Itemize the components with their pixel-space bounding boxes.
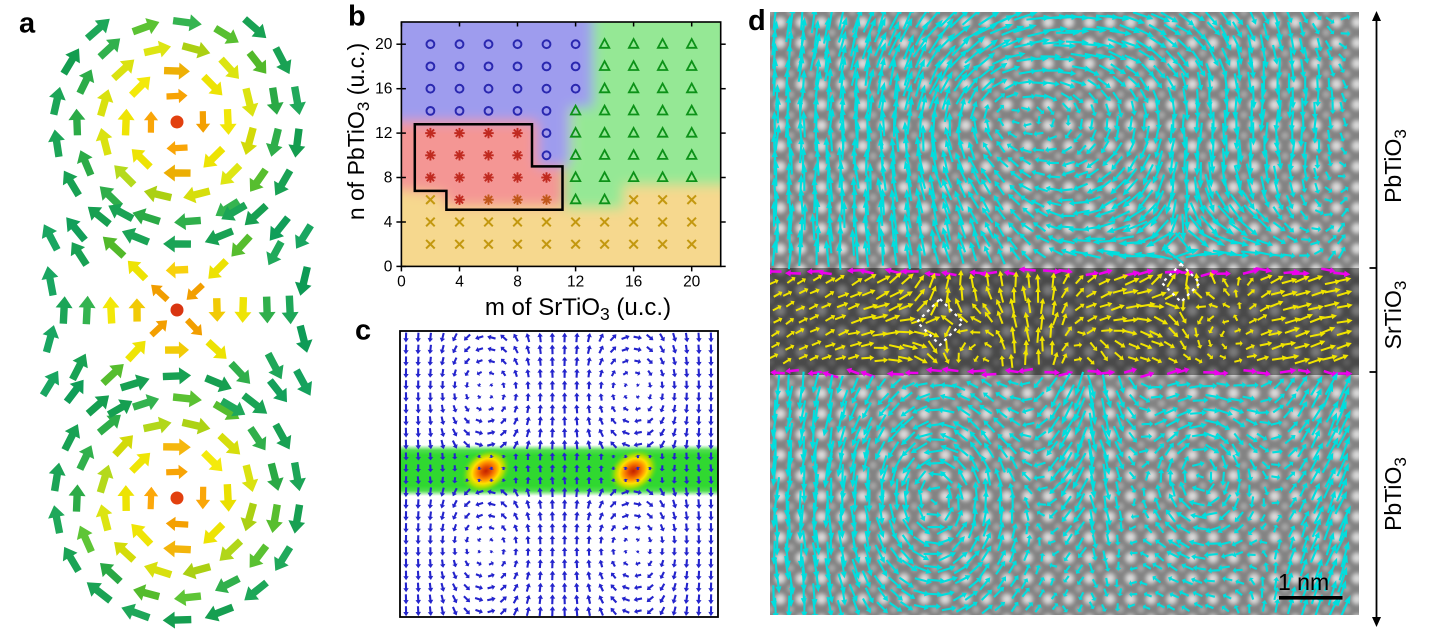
svg-text:0: 0: [397, 273, 406, 290]
svg-text:d: d: [748, 5, 766, 37]
svg-text:0: 0: [384, 258, 393, 275]
svg-text:SrTiO3: SrTiO3: [1380, 281, 1410, 350]
svg-text:4: 4: [455, 273, 464, 290]
svg-text:PbTiO3: PbTiO3: [1380, 129, 1410, 203]
svg-text:b: b: [348, 1, 366, 33]
svg-text:8: 8: [513, 273, 522, 290]
svg-text:c: c: [355, 315, 371, 347]
svg-text:16: 16: [375, 81, 392, 98]
svg-text:m of SrTiO3 (u.c.): m of SrTiO3 (u.c.): [485, 294, 671, 324]
svg-text:4: 4: [384, 214, 393, 231]
svg-text:8: 8: [384, 170, 393, 187]
svg-text:12: 12: [375, 125, 392, 142]
svg-text:20: 20: [683, 273, 701, 290]
svg-text:n of PbTiO3 (u.c.): n of PbTiO3 (u.c.): [343, 43, 373, 220]
svg-text:20: 20: [375, 36, 393, 53]
svg-text:16: 16: [625, 273, 642, 290]
svg-text:12: 12: [567, 273, 584, 290]
svg-text:PbTiO3: PbTiO3: [1380, 457, 1410, 531]
svg-text:a: a: [19, 8, 36, 40]
svg-text:1 nm: 1 nm: [1278, 569, 1329, 595]
